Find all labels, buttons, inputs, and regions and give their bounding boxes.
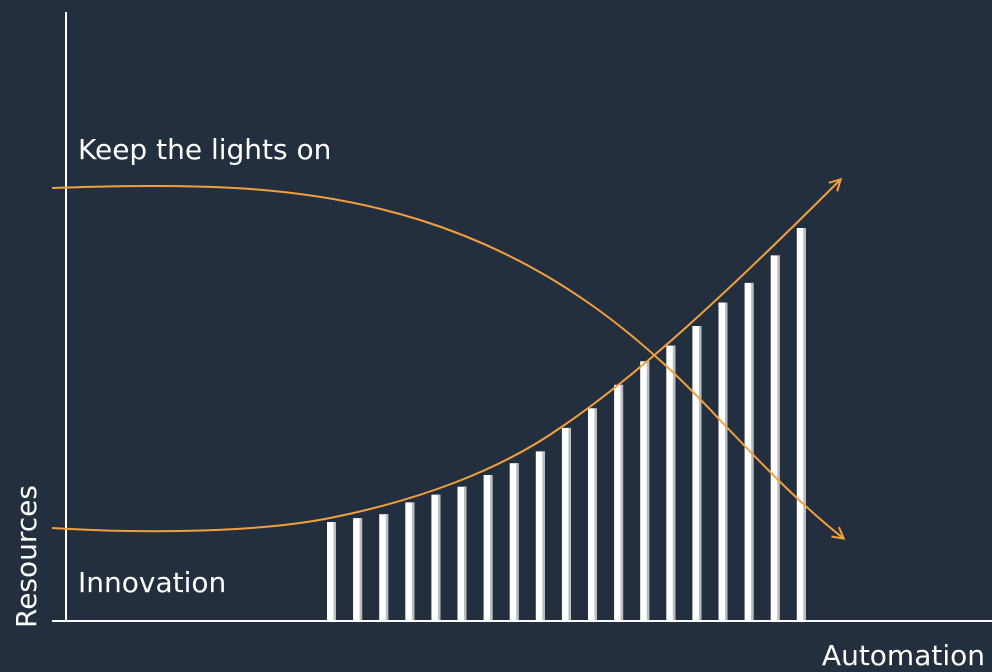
automation-bar [640, 361, 650, 620]
automation-bar-shade [359, 518, 363, 620]
automation-bar [718, 302, 728, 620]
automation-bar-shade [698, 326, 702, 620]
keep-lights-on-label: Keep the lights on [78, 133, 331, 166]
automation-bar [614, 384, 624, 620]
automation-bar-shade [568, 427, 571, 620]
automation-bar-shade [333, 522, 336, 620]
automation-bar [796, 228, 806, 620]
automation-bar [353, 518, 363, 620]
automation-bar-shade [464, 486, 467, 620]
automation-bar [535, 451, 545, 620]
x-axis-title: Automation [822, 639, 985, 672]
automation-bar-shade [777, 255, 780, 620]
y-axis-title: Resources [10, 485, 43, 628]
automation-bar-shade [725, 302, 728, 620]
automation-bar [770, 255, 780, 620]
automation-bar-shade [542, 451, 545, 620]
automation-bar [666, 345, 676, 620]
automation-bar-shade [672, 345, 676, 620]
automation-bar [431, 494, 441, 620]
automation-bar [405, 502, 415, 620]
keep-lights-on-curve [51, 184, 843, 538]
innovation-curve [51, 180, 840, 533]
innovation-label: Innovation [78, 566, 226, 599]
automation-bar [379, 514, 389, 620]
automation-bar [509, 463, 519, 620]
automation-bar-shade [646, 361, 650, 620]
automation-bar-shade [620, 384, 624, 620]
automation-bar-shade [751, 282, 754, 620]
automation-bar-shade [516, 463, 519, 620]
automation-bar [692, 326, 702, 620]
automation-bar-shade [437, 494, 441, 620]
automation-bar-shade [411, 502, 415, 620]
automation-bar-shade [385, 514, 389, 620]
automation-bar [561, 427, 571, 620]
automation-bar-shade [594, 408, 597, 620]
automation-bar-shade [803, 228, 806, 620]
automation-bar-shade [490, 475, 493, 620]
automation-bar [327, 522, 336, 620]
automation-bar [457, 486, 467, 620]
automation-bar [483, 475, 493, 620]
automation-bar [588, 408, 597, 620]
